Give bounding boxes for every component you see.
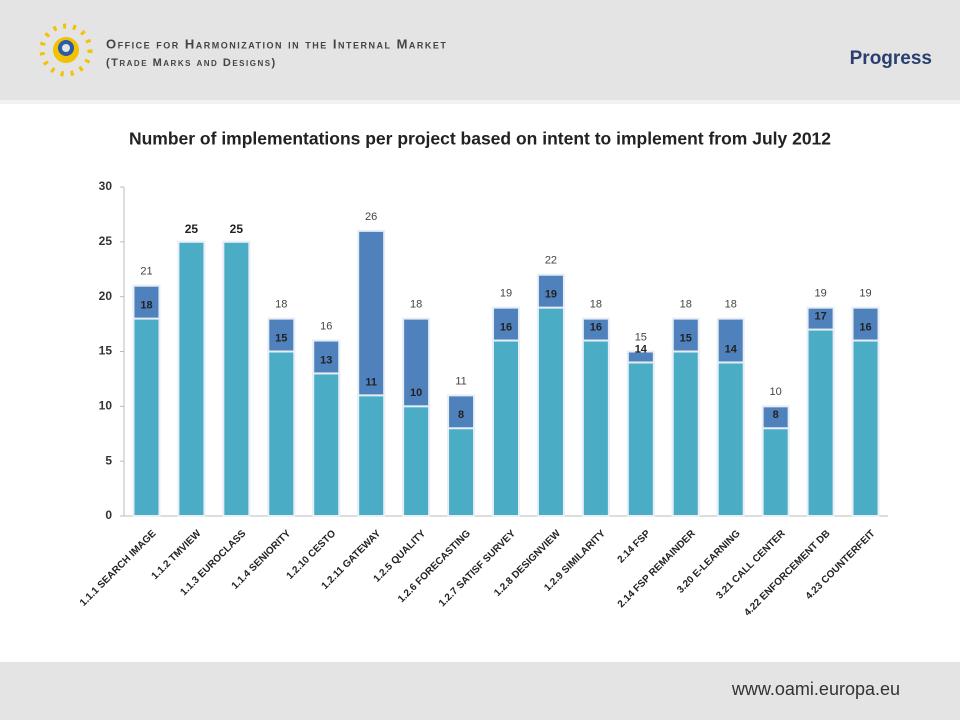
y-tick-label: 10 — [99, 399, 113, 413]
total-label: 19 — [500, 288, 512, 300]
value-label: 13 — [320, 354, 332, 366]
bar — [222, 240, 251, 517]
total-label: 16 — [320, 320, 332, 332]
x-tick-label: 4.22 ENFORCEMENT DB — [742, 528, 832, 618]
value-label: 8 — [458, 409, 464, 421]
total-label: 10 — [770, 386, 782, 398]
y-tick-label: 5 — [105, 453, 112, 467]
value-label: 15 — [275, 332, 287, 344]
value-label: 25 — [230, 222, 244, 236]
total-label: 19 — [814, 288, 826, 300]
bar — [716, 361, 745, 518]
header-band — [0, 0, 960, 100]
bar — [851, 339, 880, 517]
total-label: 11 — [455, 375, 466, 387]
logo — [39, 23, 93, 77]
bar — [492, 339, 520, 517]
chart-title: Number of implementations per project ba… — [129, 129, 831, 149]
bar — [761, 427, 790, 517]
bar — [177, 240, 206, 517]
bar — [671, 350, 700, 517]
x-tick-label: 1.1.1 SEARCH IMAGE — [78, 528, 159, 609]
total-label: 18 — [275, 299, 287, 311]
x-tick-label: 2.14 FSP REMAINDER — [616, 528, 698, 610]
footer-band — [0, 662, 960, 720]
bar — [132, 317, 161, 517]
bar — [357, 394, 386, 517]
value-label: 16 — [590, 321, 602, 333]
value-label: 17 — [814, 310, 826, 322]
value-label: 15 — [680, 332, 692, 344]
bar — [581, 339, 610, 517]
total-label: 18 — [410, 299, 422, 311]
x-tick-label: 2.14 FSP — [616, 528, 653, 565]
y-tick-label: 30 — [99, 179, 113, 193]
bar — [626, 361, 655, 518]
bar — [806, 328, 835, 518]
value-label: 8 — [773, 409, 779, 421]
value-label: 16 — [500, 321, 512, 333]
y-tick-label: 20 — [99, 289, 113, 303]
y-tick-label: 15 — [99, 344, 113, 358]
value-label: 14 — [725, 343, 738, 355]
total-label: 18 — [590, 299, 602, 311]
header-shadow — [0, 100, 960, 104]
value-label: 10 — [410, 387, 422, 399]
value-label: 16 — [859, 321, 871, 333]
y-tick-label: 25 — [99, 234, 113, 248]
total-label: 19 — [859, 288, 871, 300]
bar — [312, 372, 341, 517]
section-title: Progress — [850, 48, 932, 69]
footer-url: www.oami.europa.eu — [731, 679, 900, 699]
bar — [536, 306, 565, 517]
value-label: 18 — [140, 300, 152, 312]
bar — [447, 427, 476, 517]
value-label: 14 — [635, 343, 648, 355]
value-label: 25 — [185, 222, 199, 236]
org-subtitle: (Trade Marks and Designs) — [106, 57, 277, 69]
bar — [402, 405, 431, 518]
y-tick-label: 0 — [105, 508, 112, 522]
value-label: 11 — [365, 376, 377, 388]
bar — [267, 350, 296, 517]
total-label: 15 — [635, 331, 647, 343]
org-name: Office for Harmonization in the Internal… — [106, 36, 447, 51]
total-label: 21 — [140, 266, 152, 278]
total-label: 18 — [725, 299, 737, 311]
x-tick-label: 1.2.7 SATISF SURVEY — [437, 528, 518, 609]
value-label: 19 — [545, 289, 557, 301]
total-label: 18 — [680, 299, 692, 311]
total-label: 26 — [365, 211, 377, 223]
total-label: 22 — [545, 255, 557, 267]
